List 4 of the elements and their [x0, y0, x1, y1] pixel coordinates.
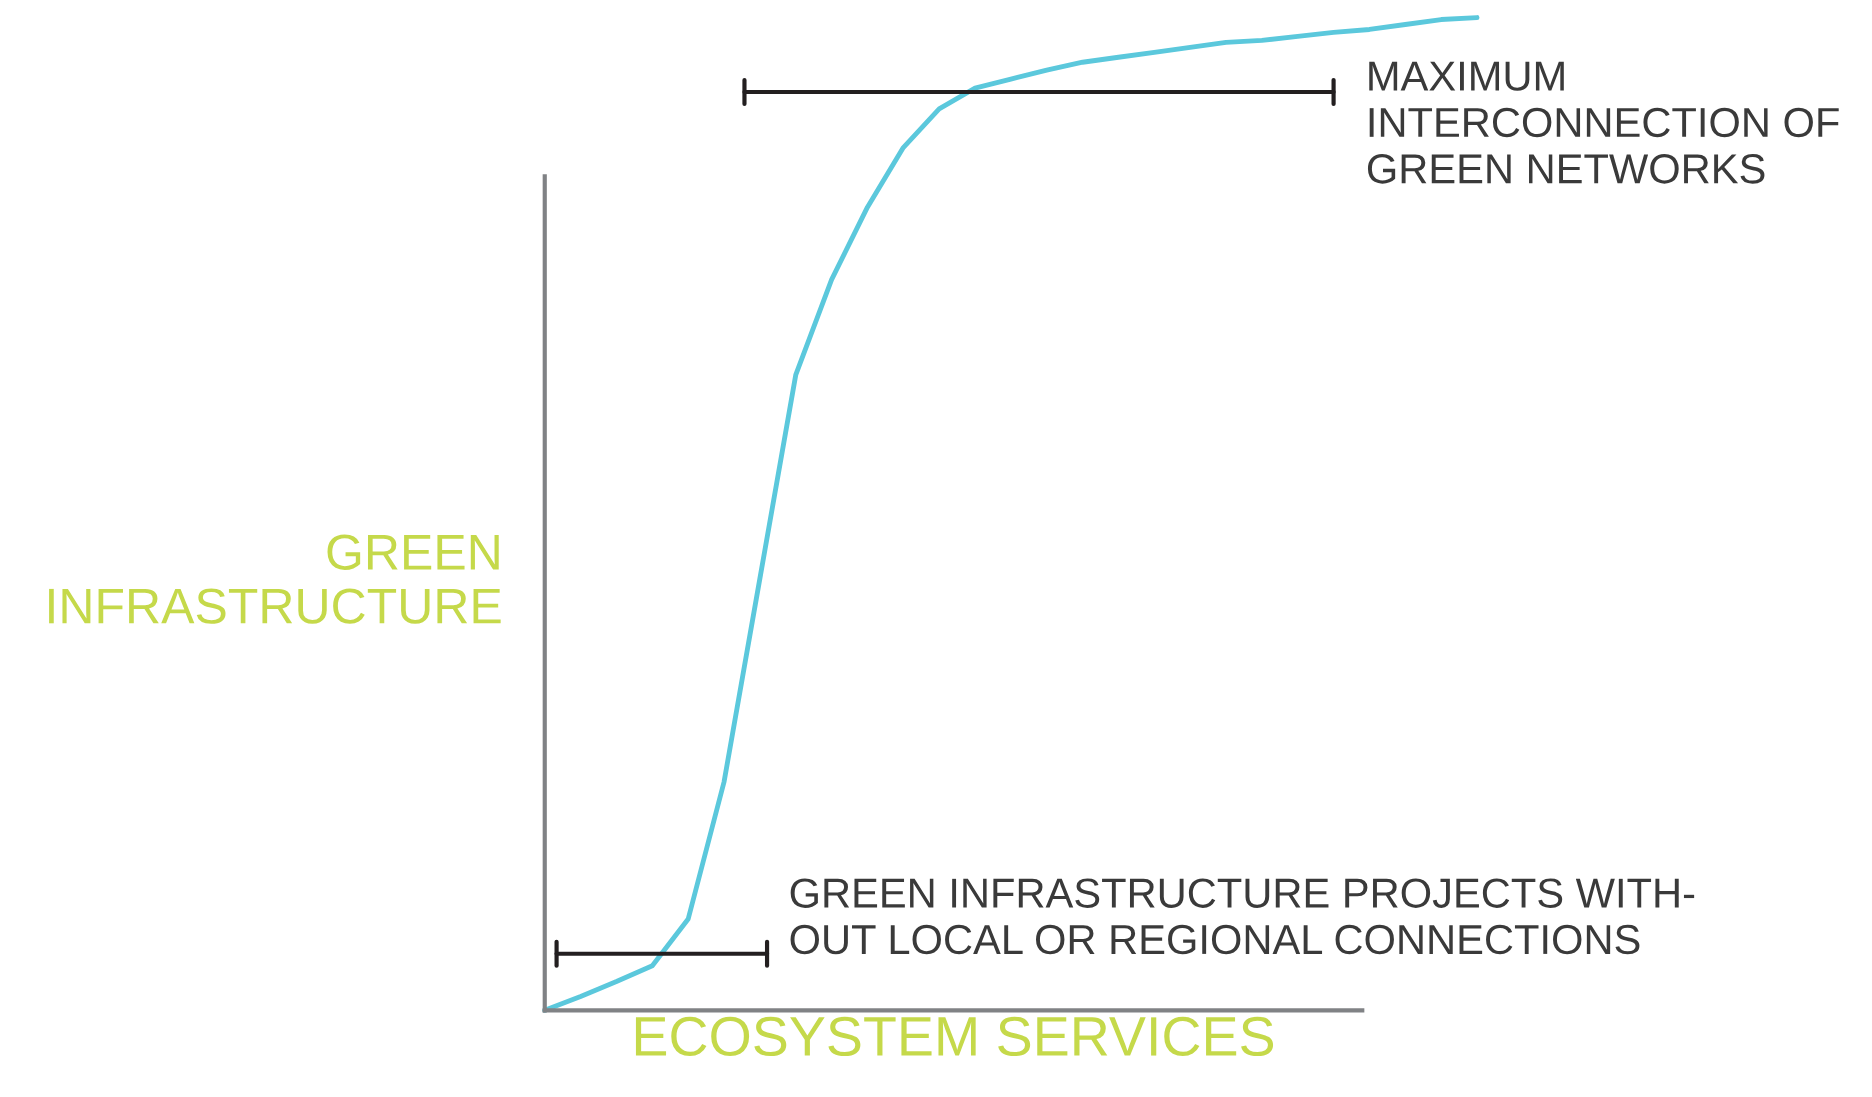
- y-axis-title: GREEN INFRASTRUCTURE: [49, 534, 501, 624]
- annotation: GREEN INFRASTRUCTURE PROJECTS WITH- OUT LOCAL OR REGIONAL CONNECTIONS: [790, 878, 1695, 955]
- annotation: MAXIMUM INTERCONNECTION OF GREEN NETWORKS: [1367, 61, 1839, 184]
- x-axis-title: ECOSYSTEM SERVICES: [635, 1016, 1274, 1057]
